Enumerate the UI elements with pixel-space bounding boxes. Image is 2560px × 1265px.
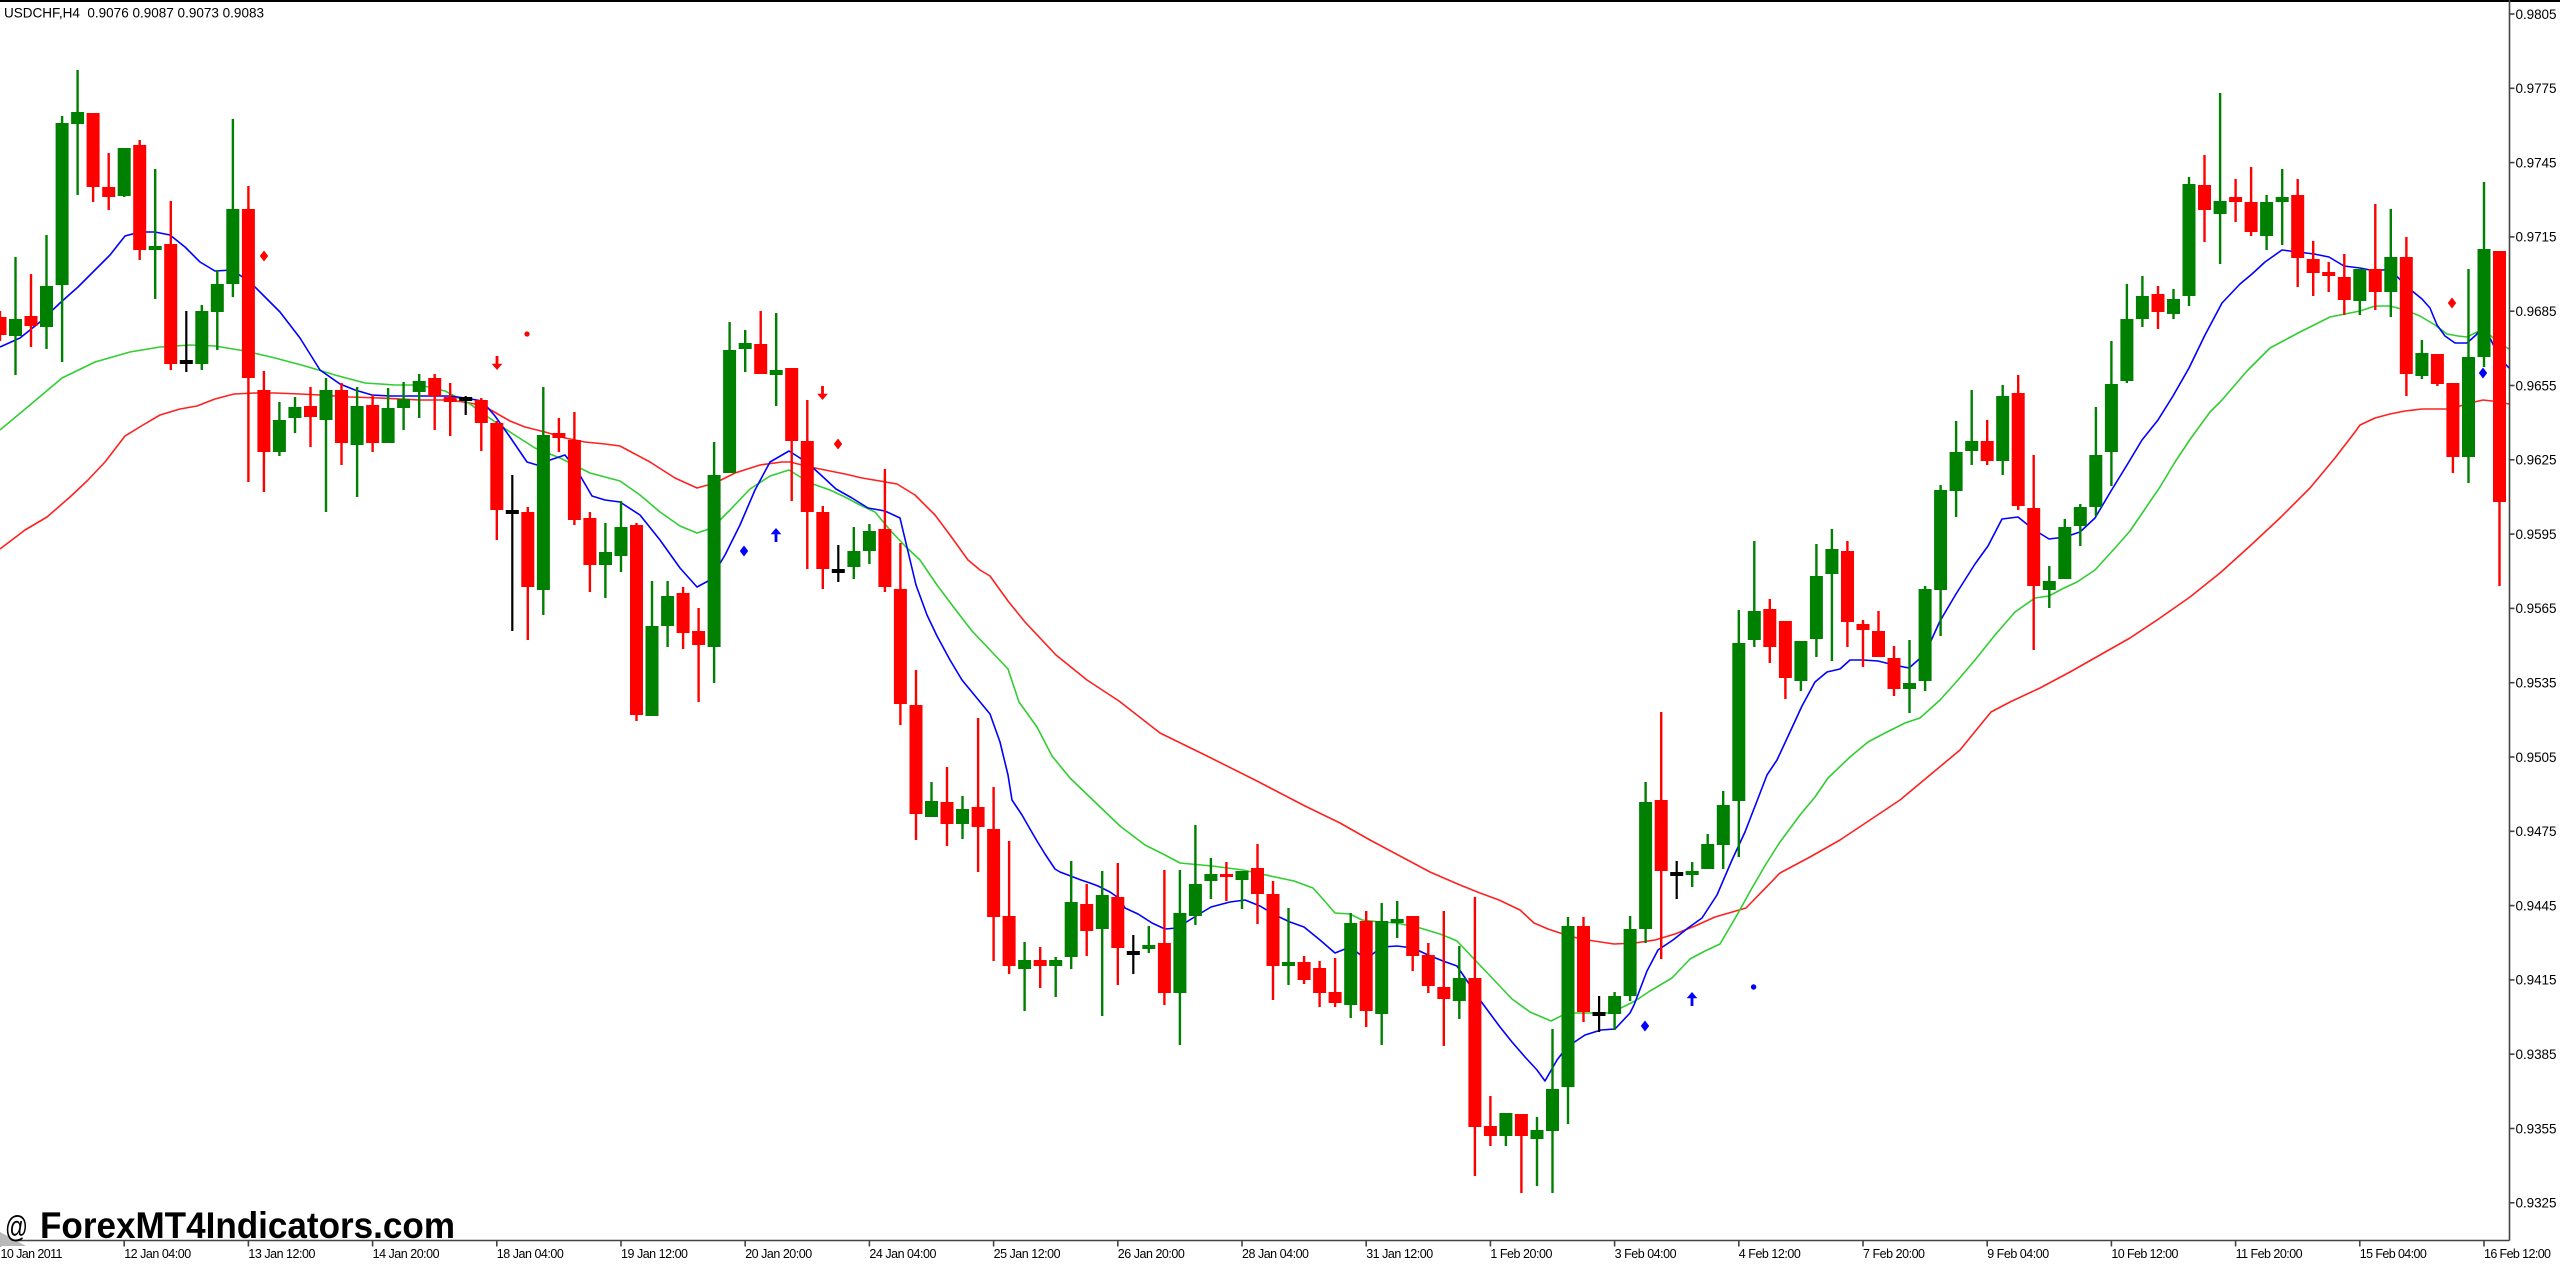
svg-text:ForexMT4Indicators.com: ForexMT4Indicators.com xyxy=(40,1205,455,1246)
svg-text:0.9355: 0.9355 xyxy=(2516,1121,2557,1136)
svg-text:10 Jan 2011: 10 Jan 2011 xyxy=(1,1247,63,1261)
svg-text:14 Jan 20:00: 14 Jan 20:00 xyxy=(373,1247,440,1261)
svg-text:13 Jan 12:00: 13 Jan 12:00 xyxy=(248,1247,315,1261)
svg-text:0.9385: 0.9385 xyxy=(2516,1047,2557,1062)
svg-text:25 Jan 12:00: 25 Jan 12:00 xyxy=(994,1247,1061,1261)
svg-text:0.9775: 0.9775 xyxy=(2516,81,2557,96)
svg-text:0.9535: 0.9535 xyxy=(2516,676,2557,691)
svg-text:28 Jan 04:00: 28 Jan 04:00 xyxy=(1242,1247,1309,1261)
svg-text:15 Feb 04:00: 15 Feb 04:00 xyxy=(2360,1247,2427,1261)
svg-text:@: @ xyxy=(5,1209,28,1244)
svg-text:0.9655: 0.9655 xyxy=(2516,378,2557,393)
svg-text:12 Jan 04:00: 12 Jan 04:00 xyxy=(124,1247,191,1261)
svg-text:0.9475: 0.9475 xyxy=(2516,824,2557,839)
svg-text:USDCHF,H4 0.9076 0.9087 0.907: USDCHF,H4 0.9076 0.9087 0.9073 0.9083 xyxy=(4,5,264,21)
svg-text:0.9505: 0.9505 xyxy=(2516,750,2557,765)
svg-text:10 Feb 12:00: 10 Feb 12:00 xyxy=(2111,1247,2178,1261)
svg-text:20 Jan 20:00: 20 Jan 20:00 xyxy=(745,1247,812,1261)
svg-text:7 Feb 20:00: 7 Feb 20:00 xyxy=(1863,1247,1925,1261)
svg-text:24 Jan 04:00: 24 Jan 04:00 xyxy=(869,1247,936,1261)
svg-text:0.9745: 0.9745 xyxy=(2516,155,2557,170)
svg-text:0.9565: 0.9565 xyxy=(2516,601,2557,616)
svg-text:4 Feb 12:00: 4 Feb 12:00 xyxy=(1739,1247,1801,1261)
svg-text:0.9685: 0.9685 xyxy=(2516,304,2557,319)
svg-text:0.9325: 0.9325 xyxy=(2516,1196,2557,1211)
svg-text:0.9445: 0.9445 xyxy=(2516,898,2557,913)
svg-text:0.9595: 0.9595 xyxy=(2516,527,2557,542)
svg-text:18 Jan 04:00: 18 Jan 04:00 xyxy=(497,1247,564,1261)
svg-text:31 Jan 12:00: 31 Jan 12:00 xyxy=(1366,1247,1433,1261)
svg-text:0.9625: 0.9625 xyxy=(2516,453,2557,468)
svg-text:16 Feb 12:00: 16 Feb 12:00 xyxy=(2484,1247,2551,1261)
svg-text:3 Feb 04:00: 3 Feb 04:00 xyxy=(1615,1247,1677,1261)
svg-text:11 Feb 20:00: 11 Feb 20:00 xyxy=(2236,1247,2303,1261)
svg-text:0.9415: 0.9415 xyxy=(2516,973,2557,988)
svg-text:26 Jan 20:00: 26 Jan 20:00 xyxy=(1118,1247,1185,1261)
svg-text:9 Feb 04:00: 9 Feb 04:00 xyxy=(1987,1247,2049,1261)
svg-text:19 Jan 12:00: 19 Jan 12:00 xyxy=(621,1247,688,1261)
svg-text:0.9805: 0.9805 xyxy=(2516,7,2557,22)
svg-text:1 Feb 20:00: 1 Feb 20:00 xyxy=(1490,1247,1552,1261)
svg-text:0.9715: 0.9715 xyxy=(2516,230,2557,245)
